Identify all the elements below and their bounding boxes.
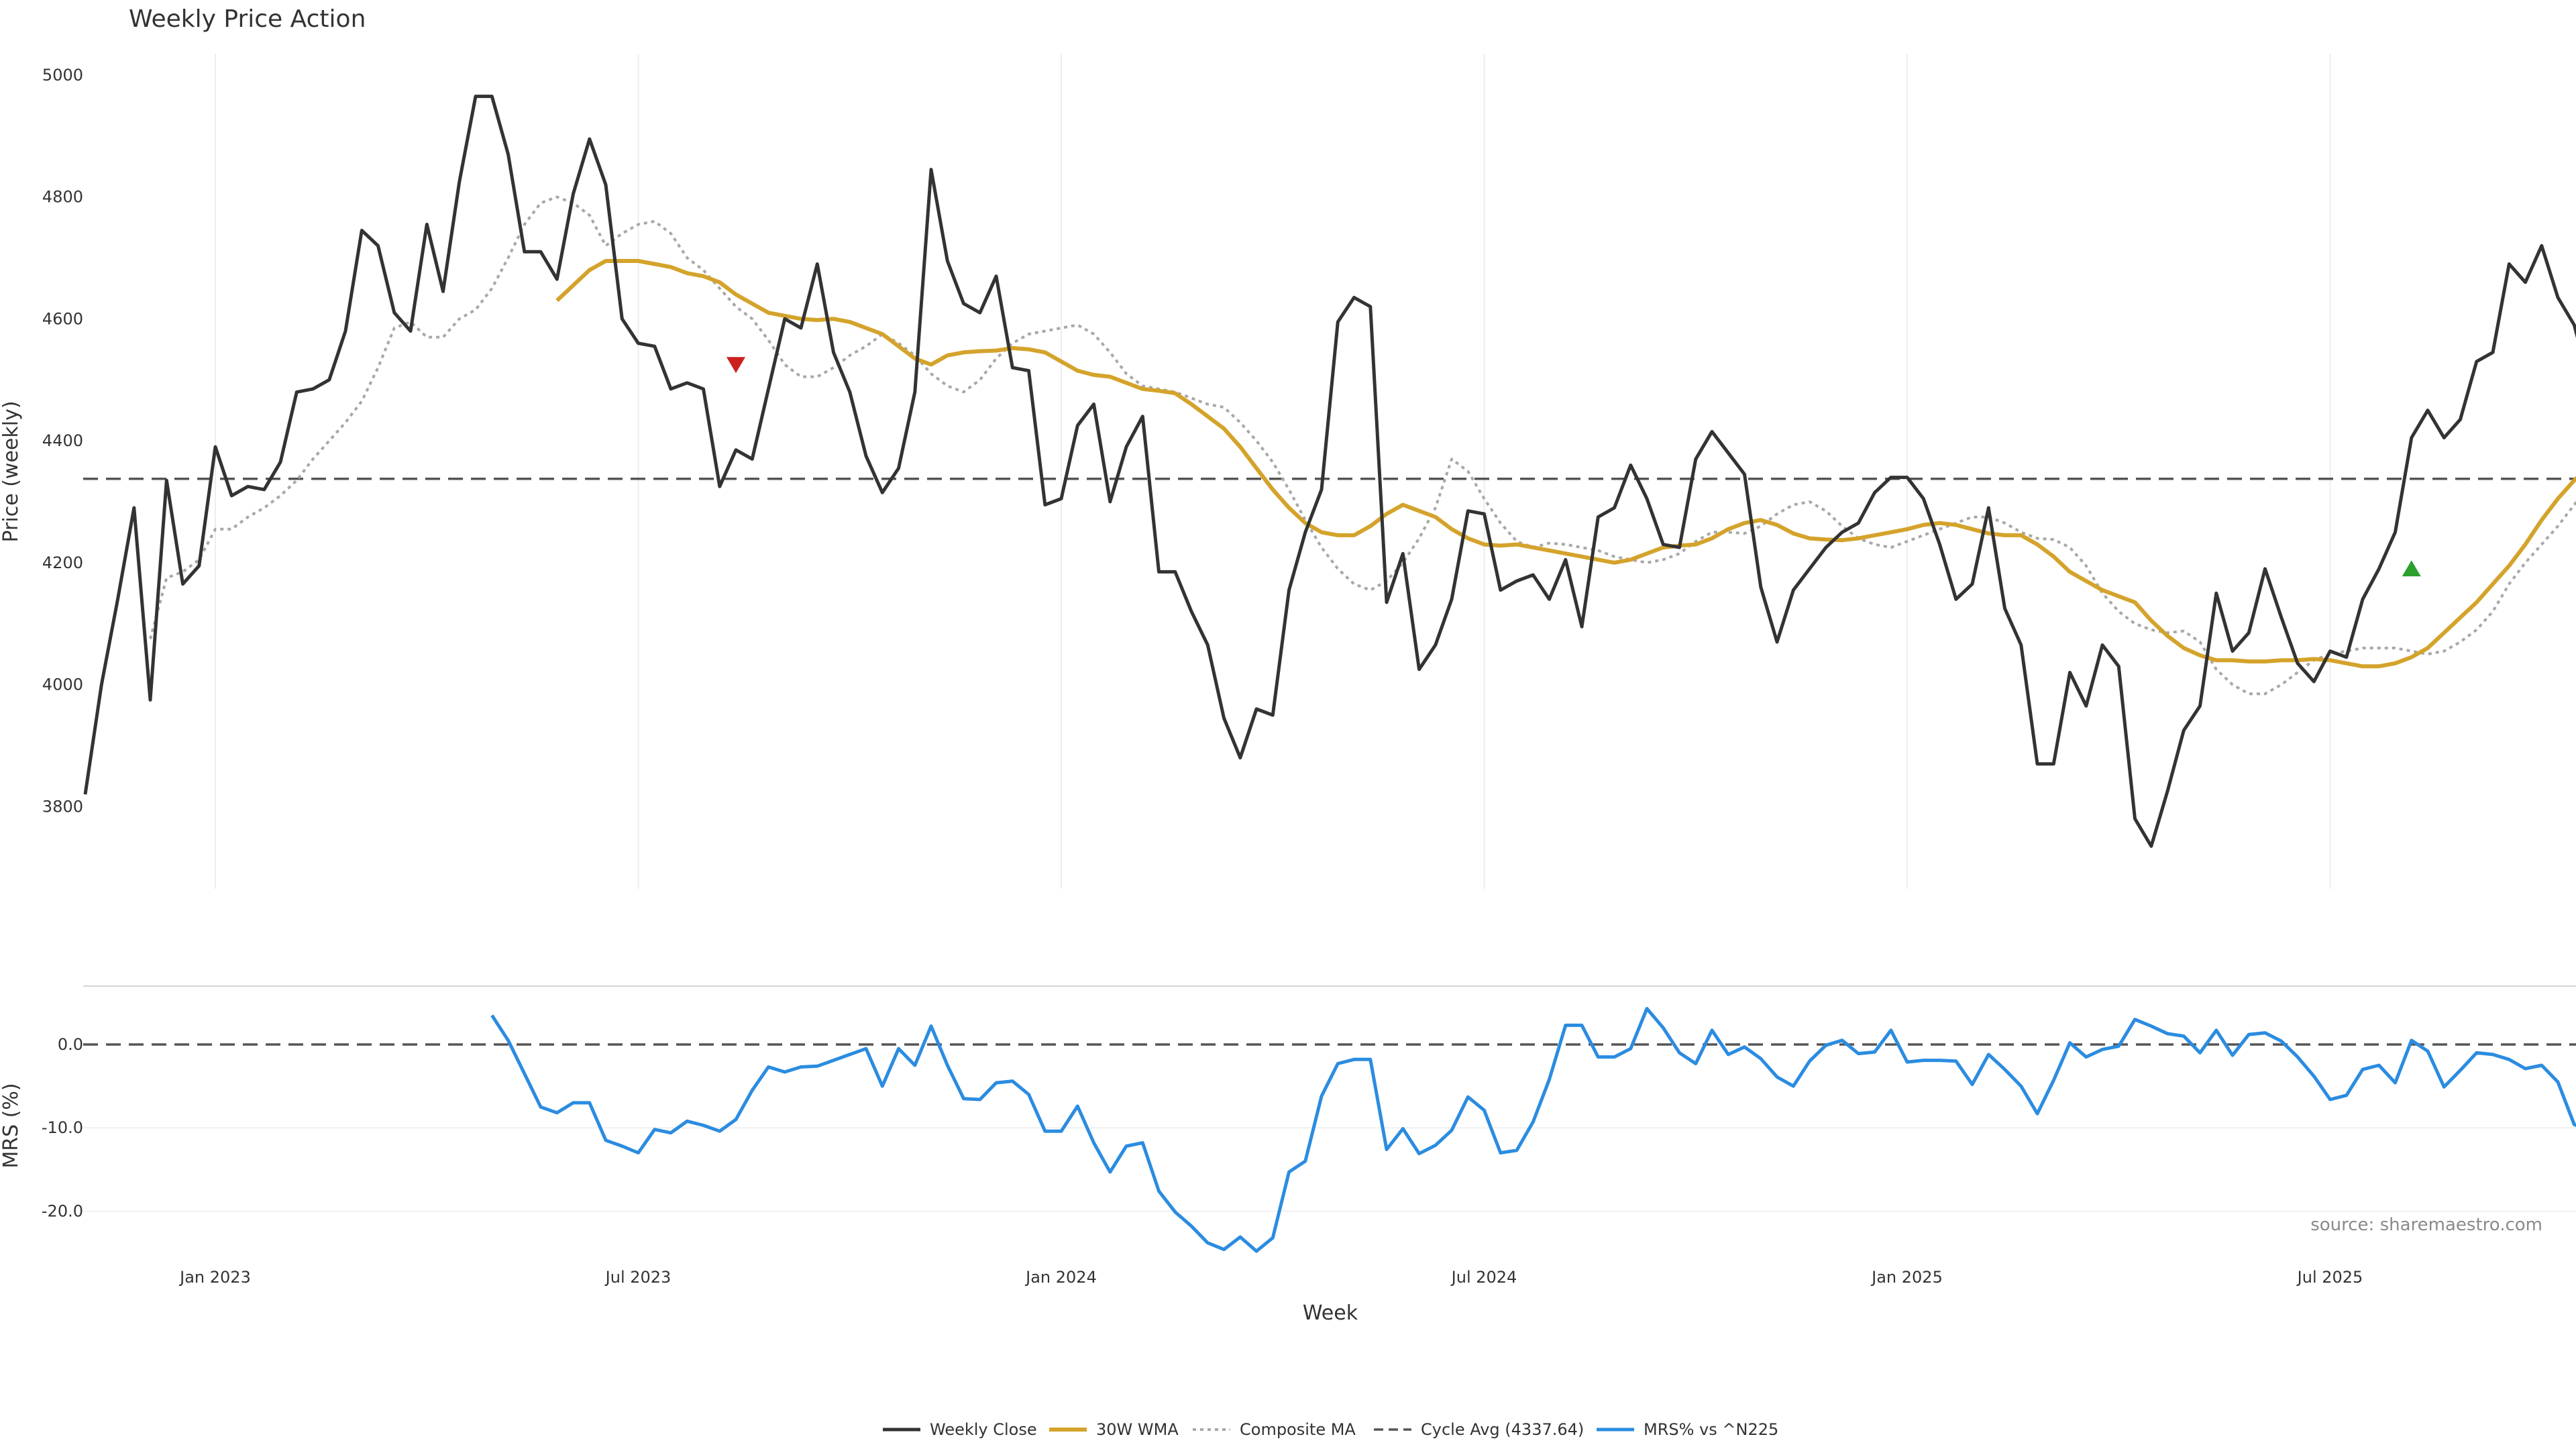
mrs-panel: 0.0 -10.0 -20.0 MRS (%) source: sharemaest… (0, 985, 2576, 1253)
source-note: source: sharemaestro.com (2310, 1215, 2542, 1235)
mrs-y-axis-title: MRS (%) (0, 1083, 23, 1168)
price-y-axis-title: Price (weekly) (0, 400, 23, 542)
mrs-y-tick-label: -10.0 (42, 1118, 83, 1137)
legend: Weekly Close 30W WMA Composite MA Cycle Avg… (883, 1420, 1778, 1439)
signal-markers (727, 357, 2421, 577)
price-panel: 3800 4000 4200 4400 4600 4800 5000 Price (week… (0, 54, 2576, 889)
x-tick-label: Jan 2025 (1870, 1268, 1943, 1287)
price-y-tick-label: 5000 (42, 66, 83, 85)
price-y-tick-label: 4200 (42, 553, 83, 572)
price-y-tick-label: 4600 (42, 309, 83, 328)
legend-label: Cycle Avg (4337.64) (1421, 1420, 1584, 1439)
x-axis: Jan 2023 Jul 2023 Jan 2024 Jul 2024 Jan 2025… (178, 1268, 2363, 1287)
wma-30w-line (555, 259, 2576, 669)
x-tick-label: Jul 2024 (1450, 1268, 1517, 1287)
mrs-y-tick-label: -20.0 (42, 1201, 83, 1220)
price-y-tick-label: 4800 (42, 188, 83, 207)
mrs-y-axis: 0.0 -10.0 -20.0 (42, 1035, 2576, 1220)
x-tick-label: Jul 2023 (604, 1268, 672, 1287)
legend-label: Composite MA (1240, 1420, 1356, 1439)
mrs-y-tick-label: 0.0 (58, 1035, 83, 1054)
price-y-tick-label: 3800 (42, 797, 83, 816)
price-y-axis: 3800 4000 4200 4400 4600 4800 5000 (42, 66, 83, 816)
weekly-close-line (83, 95, 2576, 848)
price-vertical-grid (215, 54, 2331, 889)
composite-ma-line (149, 195, 2576, 696)
chart-title: Weekly Price Action (129, 5, 366, 33)
buy-signal-marker (2402, 560, 2421, 577)
legend-label: 30W WMA (1096, 1420, 1179, 1439)
legend-label: Weekly Close (930, 1420, 1037, 1439)
x-axis-title: Week (1303, 1301, 1358, 1325)
sell-signal-marker (727, 357, 745, 374)
x-tick-label: Jul 2025 (2296, 1268, 2363, 1287)
x-tick-label: Jan 2024 (1024, 1268, 1097, 1287)
x-tick-label: Jan 2023 (178, 1268, 251, 1287)
price-y-tick-label: 4000 (42, 676, 83, 694)
price-y-tick-label: 4400 (42, 431, 83, 450)
legend-label: MRS% vs ^N225 (1644, 1420, 1778, 1439)
mrs-line (490, 1007, 2576, 1253)
